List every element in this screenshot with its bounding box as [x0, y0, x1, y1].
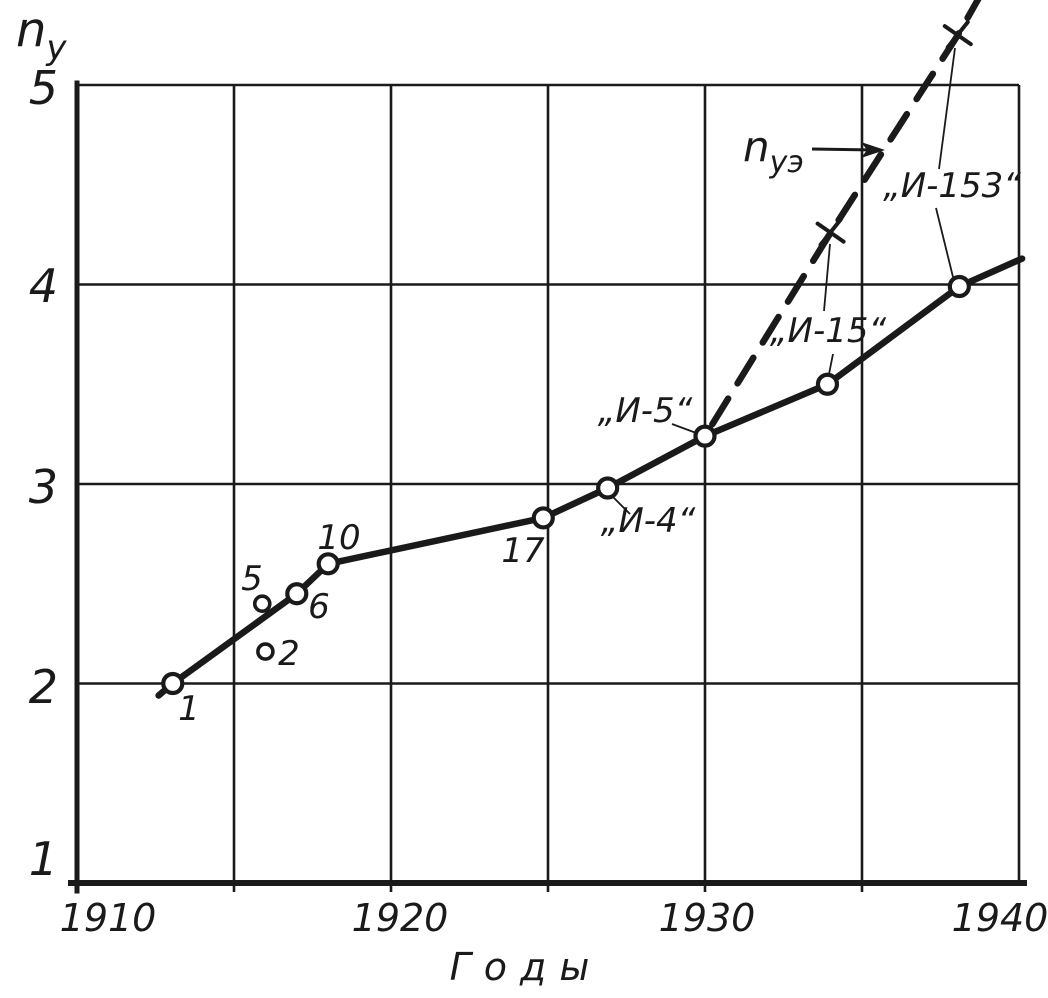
annotation-i-4: „И-4“ — [601, 501, 696, 541]
x-tick-label-1910: 1910 — [60, 896, 157, 940]
y-tick-label-3: 3 — [29, 460, 58, 514]
series-line-nye-dashed — [701, 0, 982, 440]
annotation-i-15: „И-15“ — [770, 311, 887, 351]
y-tick-label-5: 5 — [29, 61, 58, 115]
tick-labels: 1910 1920 1930 1940 5 4 3 2 1 — [29, 61, 1048, 940]
x-axis-title: Годы — [450, 945, 603, 989]
axes — [68, 80, 1027, 894]
marker-circle-1 — [161, 671, 185, 696]
y-tick-label-4: 4 — [29, 259, 58, 313]
marker-x-И-15 — [815, 217, 846, 247]
y-tick-label-2: 2 — [29, 660, 58, 714]
x-tick-label-1930: 1930 — [659, 896, 756, 940]
leader-i-15-0 — [823, 243, 831, 312]
annotation-i-5: „И-5“ — [598, 391, 693, 431]
marker-circle-И-5 — [693, 424, 717, 448]
annotation-i-153: „И-153“ — [883, 166, 1021, 206]
scatter-point-2 — [256, 642, 275, 661]
scatter-point-5 — [252, 594, 272, 614]
y-tick-label-1: 1 — [29, 832, 58, 886]
annotation-point-10: 10 — [317, 518, 360, 558]
x-tick-label-1920: 1920 — [352, 896, 449, 940]
marker-x-И-153 — [942, 20, 973, 50]
grid — [75, 83, 1021, 892]
marker-circle-И-4 — [596, 476, 620, 500]
dashed-series-label: nуэ — [743, 122, 804, 180]
leader-i-153-1 — [935, 207, 954, 278]
leader-i-15-1 — [828, 353, 834, 375]
annotation-point-17: 17 — [501, 531, 545, 571]
dashed-label-arrow-line — [811, 147, 876, 152]
series-line-ny-solid — [155, 255, 1026, 699]
y-axis-title: nу — [16, 2, 67, 68]
leader-i-4-0 — [611, 495, 631, 515]
x-tick-label-1940: 1940 — [952, 896, 1048, 940]
marker-circle-И-153 — [947, 274, 971, 299]
dashed-label-arrowhead — [861, 142, 885, 158]
marker-circle-И-15 — [815, 372, 840, 396]
marker-circle-17 — [531, 506, 555, 530]
annotation-point-2: 2 — [278, 634, 300, 674]
annotation-point-6: 6 — [308, 587, 330, 627]
annotation-point-1: 1 — [178, 689, 200, 729]
point-labels: 1 25 6 10 17 „И-4“ „И-5“ „И-15“ „И-153“ — [178, 166, 1021, 729]
series-lines — [155, 0, 1026, 699]
annotation-point-5: 5 — [241, 559, 263, 599]
marker-circle-6 — [285, 582, 309, 606]
leader-i-153-0 — [938, 47, 956, 170]
data-markers — [161, 20, 973, 696]
marker-circle-10 — [316, 552, 340, 576]
